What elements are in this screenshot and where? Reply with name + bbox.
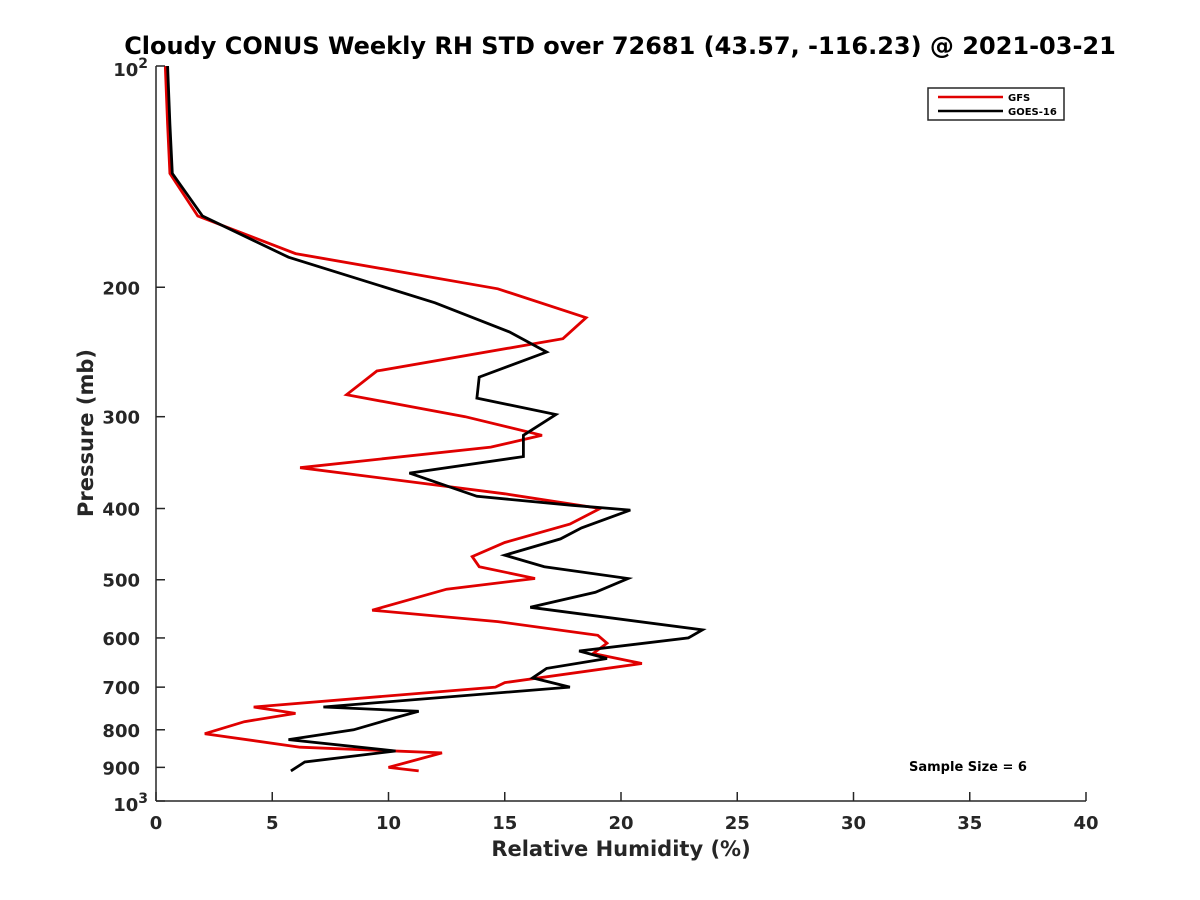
y-decade-label: 102 xyxy=(113,56,148,81)
legend-label-gfs: GFS xyxy=(1008,93,1030,104)
series-line-goes-16 xyxy=(166,65,707,773)
chart-title: Cloudy CONUS Weekly RH STD over 72681 (4… xyxy=(124,32,1116,60)
x-tick-label: 10 xyxy=(376,813,401,834)
legend-box xyxy=(927,87,1065,121)
x-tick-label: 5 xyxy=(266,813,279,834)
legend: GFS GOES-16 xyxy=(927,87,1065,121)
x-ticks: 0 5 10 15 20 25 30 35 40 xyxy=(150,792,1099,834)
sample-size-annotation: Sample Size = 6 xyxy=(909,760,1027,775)
y-tick-label: 800 xyxy=(102,721,140,742)
y-tick-label: 300 xyxy=(102,408,140,429)
y-tick-label: 700 xyxy=(102,678,140,699)
x-tick-label: 25 xyxy=(725,813,750,834)
x-tick-label: 30 xyxy=(841,813,866,834)
x-tick-label: 0 xyxy=(150,813,163,834)
y-tick-label: 600 xyxy=(102,629,140,650)
y-tick-label: 400 xyxy=(102,500,140,521)
y-ticks: 200 300 400 500 600 700 800 900 102 103 xyxy=(102,56,165,816)
y-tick-label: 500 xyxy=(102,571,140,592)
y-tick-label: 200 xyxy=(102,278,140,299)
x-tick-label: 35 xyxy=(957,813,982,834)
x-axis-label: Relative Humidity (%) xyxy=(491,837,750,861)
x-tick-label: 40 xyxy=(1073,813,1098,834)
x-tick-label: 15 xyxy=(492,813,517,834)
y-tick-label: 900 xyxy=(102,758,140,779)
series-line-gfs xyxy=(163,65,643,773)
x-tick-label: 20 xyxy=(608,813,633,834)
y-axis-label: Pressure (mb) xyxy=(74,349,98,517)
plot-lines xyxy=(163,65,707,773)
legend-label-goes16: GOES-16 xyxy=(1008,107,1057,118)
y-decade-label: 103 xyxy=(113,791,148,816)
